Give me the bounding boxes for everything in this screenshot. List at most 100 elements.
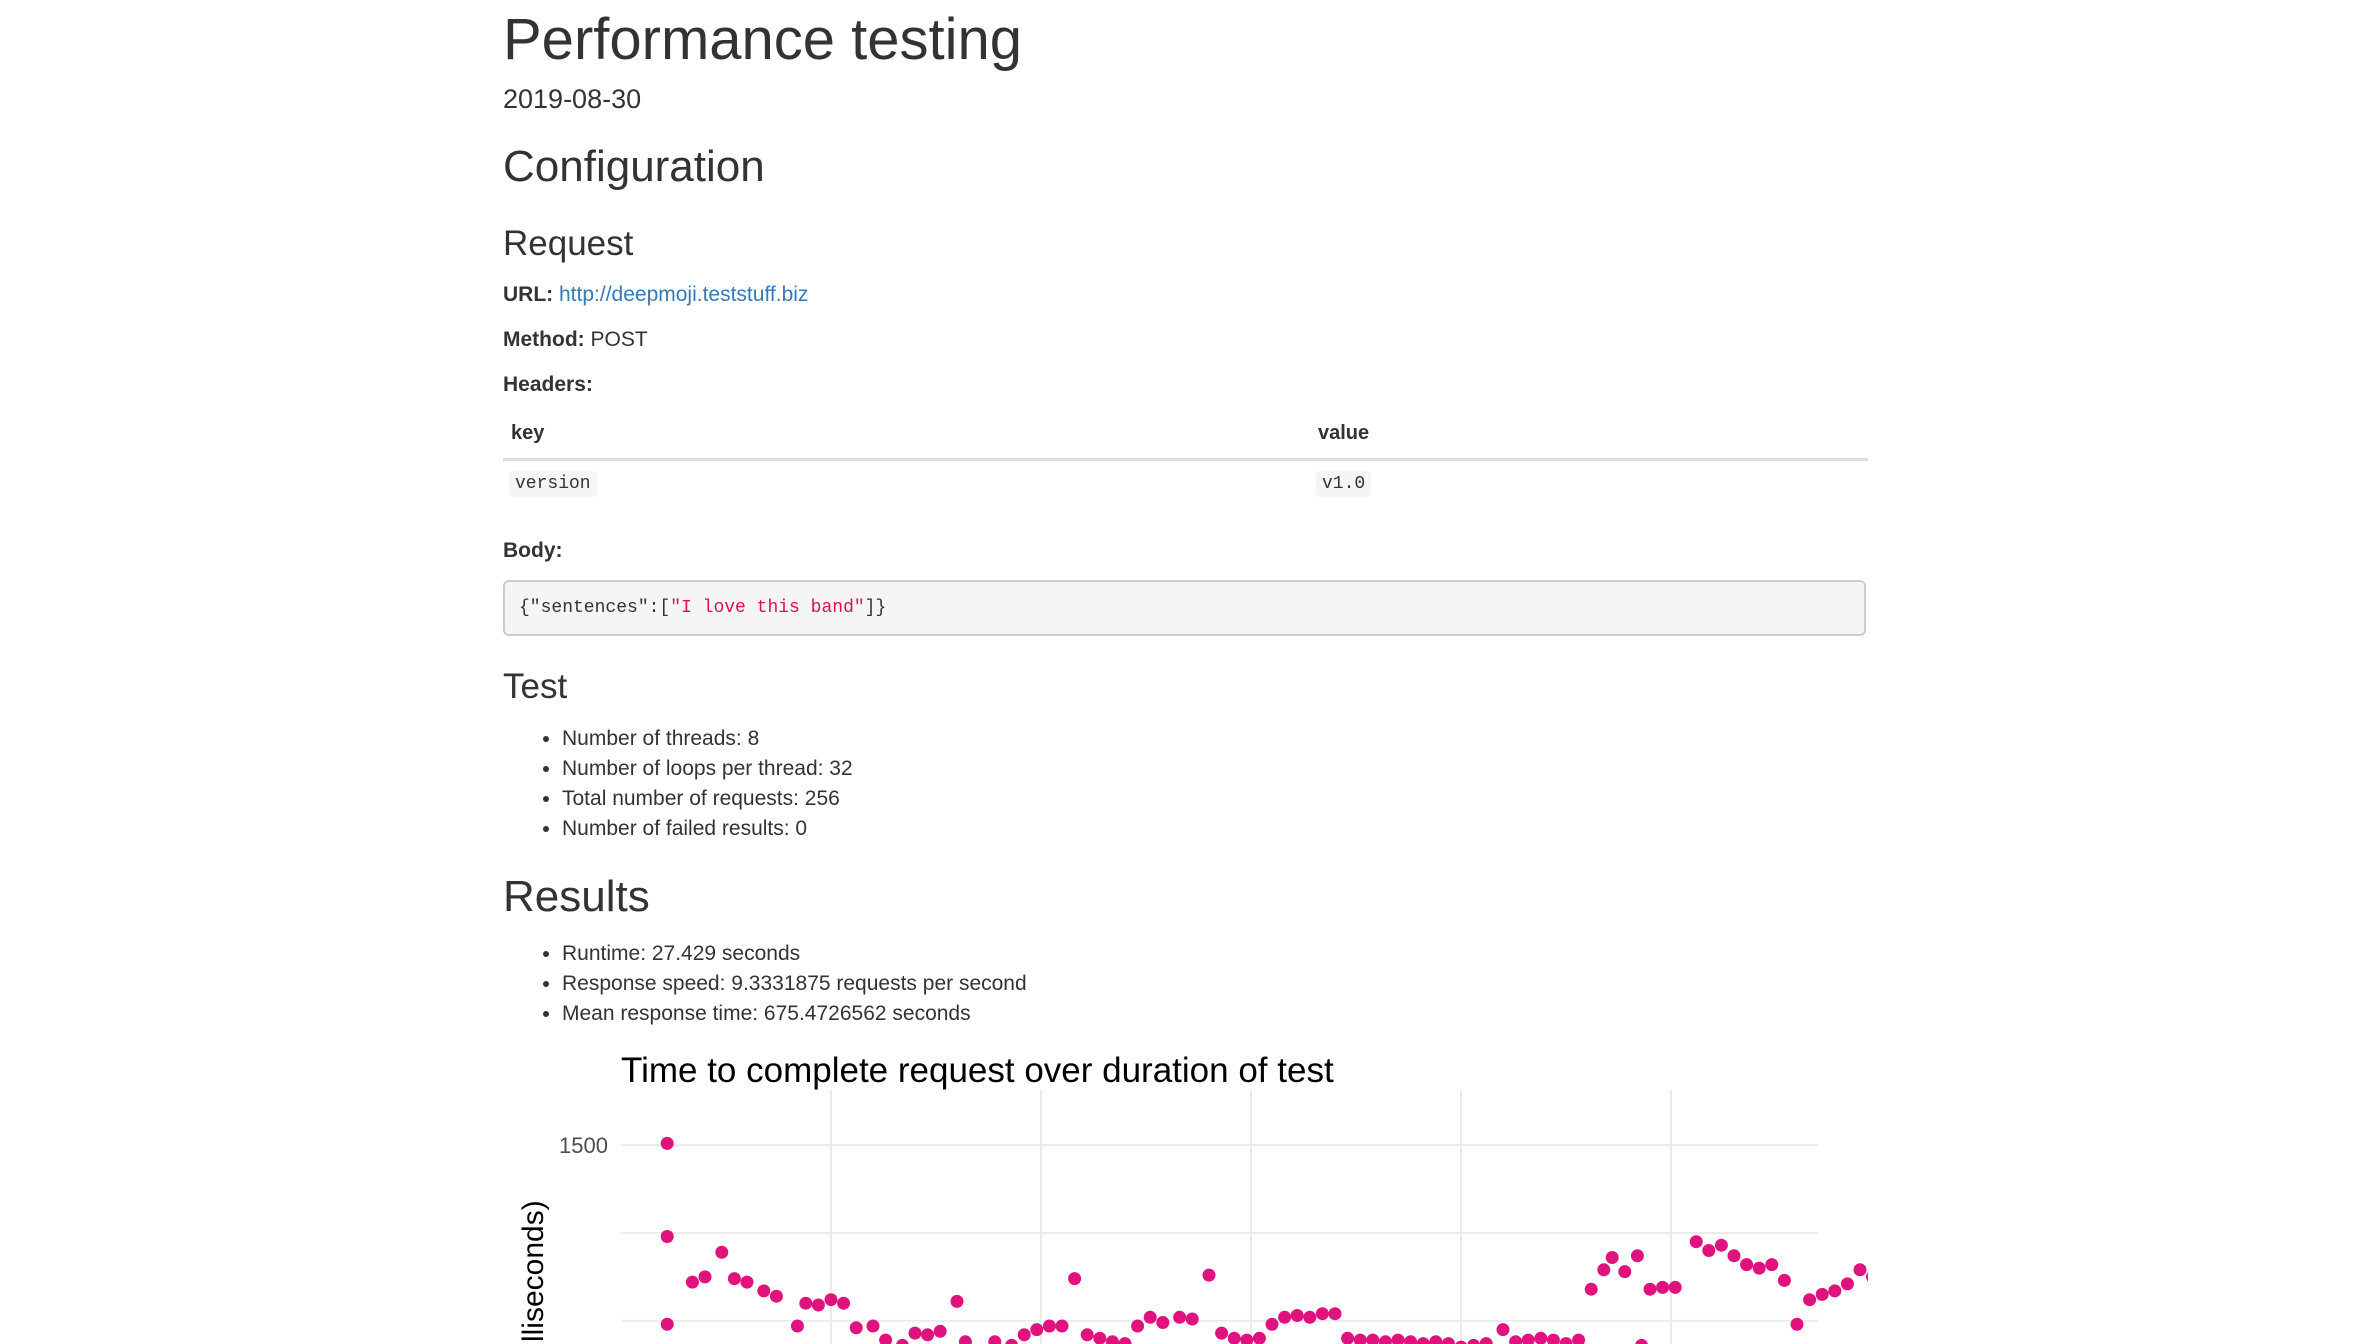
url-label: URL: bbox=[503, 283, 554, 306]
method-value: POST bbox=[590, 328, 648, 351]
data-point bbox=[988, 1335, 1002, 1344]
body-label: Body: bbox=[503, 539, 563, 562]
data-point bbox=[1131, 1319, 1145, 1333]
response-time-chart: Time to complete request over duration o… bbox=[517, 1051, 1868, 1344]
test-heading: Test bbox=[503, 667, 568, 706]
data-point bbox=[1455, 1340, 1467, 1344]
method-label: Method: bbox=[503, 328, 585, 351]
data-point bbox=[1080, 1328, 1094, 1342]
data-point bbox=[908, 1326, 922, 1340]
url-link[interactable]: http://deepmoji.teststuff.biz bbox=[559, 283, 809, 306]
data-point bbox=[1668, 1280, 1682, 1294]
data-point bbox=[1118, 1337, 1132, 1344]
data-point bbox=[1093, 1331, 1107, 1344]
data-point bbox=[866, 1319, 880, 1333]
data-point bbox=[1840, 1277, 1854, 1291]
headers-table: key value version v1.0 bbox=[503, 412, 1868, 511]
data-point bbox=[950, 1294, 964, 1308]
request-heading: Request bbox=[503, 224, 634, 263]
data-point bbox=[1572, 1333, 1586, 1344]
data-point bbox=[1815, 1287, 1829, 1301]
list-item: Mean response time: 675.4726562 seconds bbox=[562, 999, 1027, 1029]
data-point bbox=[1702, 1244, 1716, 1257]
data-point bbox=[879, 1333, 893, 1344]
list-item: Response speed: 9.3331875 requests per s… bbox=[562, 969, 1027, 999]
data-point bbox=[1643, 1282, 1657, 1296]
data-point bbox=[1605, 1251, 1619, 1264]
data-point bbox=[849, 1321, 863, 1335]
data-point bbox=[1467, 1338, 1480, 1344]
list-item: Number of loops per thread: 32 bbox=[562, 754, 853, 784]
data-point bbox=[1185, 1312, 1199, 1326]
data-point bbox=[757, 1284, 771, 1298]
data-point bbox=[1353, 1333, 1367, 1344]
data-point bbox=[1441, 1337, 1455, 1344]
data-point bbox=[1534, 1331, 1548, 1344]
data-point bbox=[1635, 1338, 1648, 1344]
data-point bbox=[1017, 1328, 1031, 1342]
data-point bbox=[1853, 1263, 1867, 1277]
test-list: Number of threads: 8 Number of loops per… bbox=[503, 724, 853, 844]
data-point bbox=[790, 1319, 804, 1333]
data-point bbox=[1156, 1316, 1170, 1329]
data-point bbox=[727, 1272, 741, 1286]
data-point bbox=[685, 1275, 699, 1289]
data-point bbox=[1630, 1249, 1644, 1263]
table-cell-value: v1.0 bbox=[1316, 471, 1372, 497]
data-point bbox=[1391, 1333, 1405, 1344]
header-key-code: version bbox=[509, 471, 597, 497]
method-line: Method: POST bbox=[503, 328, 648, 352]
data-point bbox=[1559, 1337, 1573, 1344]
data-point bbox=[1055, 1319, 1069, 1333]
data-point bbox=[1315, 1307, 1329, 1321]
results-heading: Results bbox=[503, 872, 650, 921]
data-point bbox=[896, 1338, 909, 1344]
data-point bbox=[1597, 1263, 1611, 1277]
data-point bbox=[799, 1296, 813, 1310]
data-point bbox=[1618, 1265, 1632, 1279]
data-point bbox=[1202, 1268, 1216, 1282]
data-point bbox=[837, 1296, 851, 1310]
body-code-suffix: ]} bbox=[864, 598, 887, 618]
data-point bbox=[1752, 1261, 1766, 1275]
data-point bbox=[1509, 1335, 1523, 1344]
data-point bbox=[1215, 1326, 1229, 1340]
y-tick-label: 1500 bbox=[559, 1133, 608, 1158]
data-point bbox=[1227, 1331, 1241, 1344]
data-point bbox=[1105, 1335, 1119, 1344]
data-point bbox=[933, 1324, 947, 1338]
column-header-value: value bbox=[1318, 422, 1370, 444]
page-title: Performance testing bbox=[503, 7, 1023, 72]
data-point bbox=[1803, 1293, 1817, 1307]
data-point bbox=[1777, 1273, 1791, 1287]
body-code-prefix: {"sentences":[ bbox=[519, 598, 671, 618]
data-point bbox=[660, 1230, 674, 1243]
data-point bbox=[1042, 1319, 1056, 1333]
url-line: URL: http://deepmoji.teststuff.biz bbox=[503, 283, 808, 307]
data-point bbox=[1378, 1335, 1392, 1344]
data-point bbox=[824, 1293, 838, 1307]
data-point bbox=[1303, 1310, 1317, 1324]
table-row: version v1.0 bbox=[503, 461, 1868, 511]
y-axis-label: (milliseconds) bbox=[517, 1200, 550, 1344]
data-point bbox=[1005, 1338, 1018, 1344]
body-code-string: "I love this band" bbox=[670, 598, 865, 618]
data-point bbox=[1546, 1333, 1560, 1344]
data-point bbox=[1740, 1258, 1754, 1272]
data-point bbox=[1496, 1323, 1510, 1337]
data-point bbox=[1521, 1333, 1535, 1344]
data-point bbox=[1429, 1335, 1443, 1344]
data-point bbox=[660, 1317, 674, 1331]
headers-table-head: key value bbox=[503, 412, 1868, 461]
data-point bbox=[1866, 1272, 1868, 1282]
chart-grid bbox=[621, 1090, 1818, 1344]
chart-points bbox=[660, 1136, 1868, 1344]
data-point bbox=[1278, 1310, 1292, 1324]
data-point bbox=[921, 1328, 935, 1342]
data-point bbox=[1416, 1337, 1430, 1344]
page-date: 2019-08-30 bbox=[503, 84, 642, 114]
data-point bbox=[1068, 1272, 1082, 1286]
data-point bbox=[1584, 1282, 1598, 1296]
data-point bbox=[1328, 1307, 1342, 1321]
